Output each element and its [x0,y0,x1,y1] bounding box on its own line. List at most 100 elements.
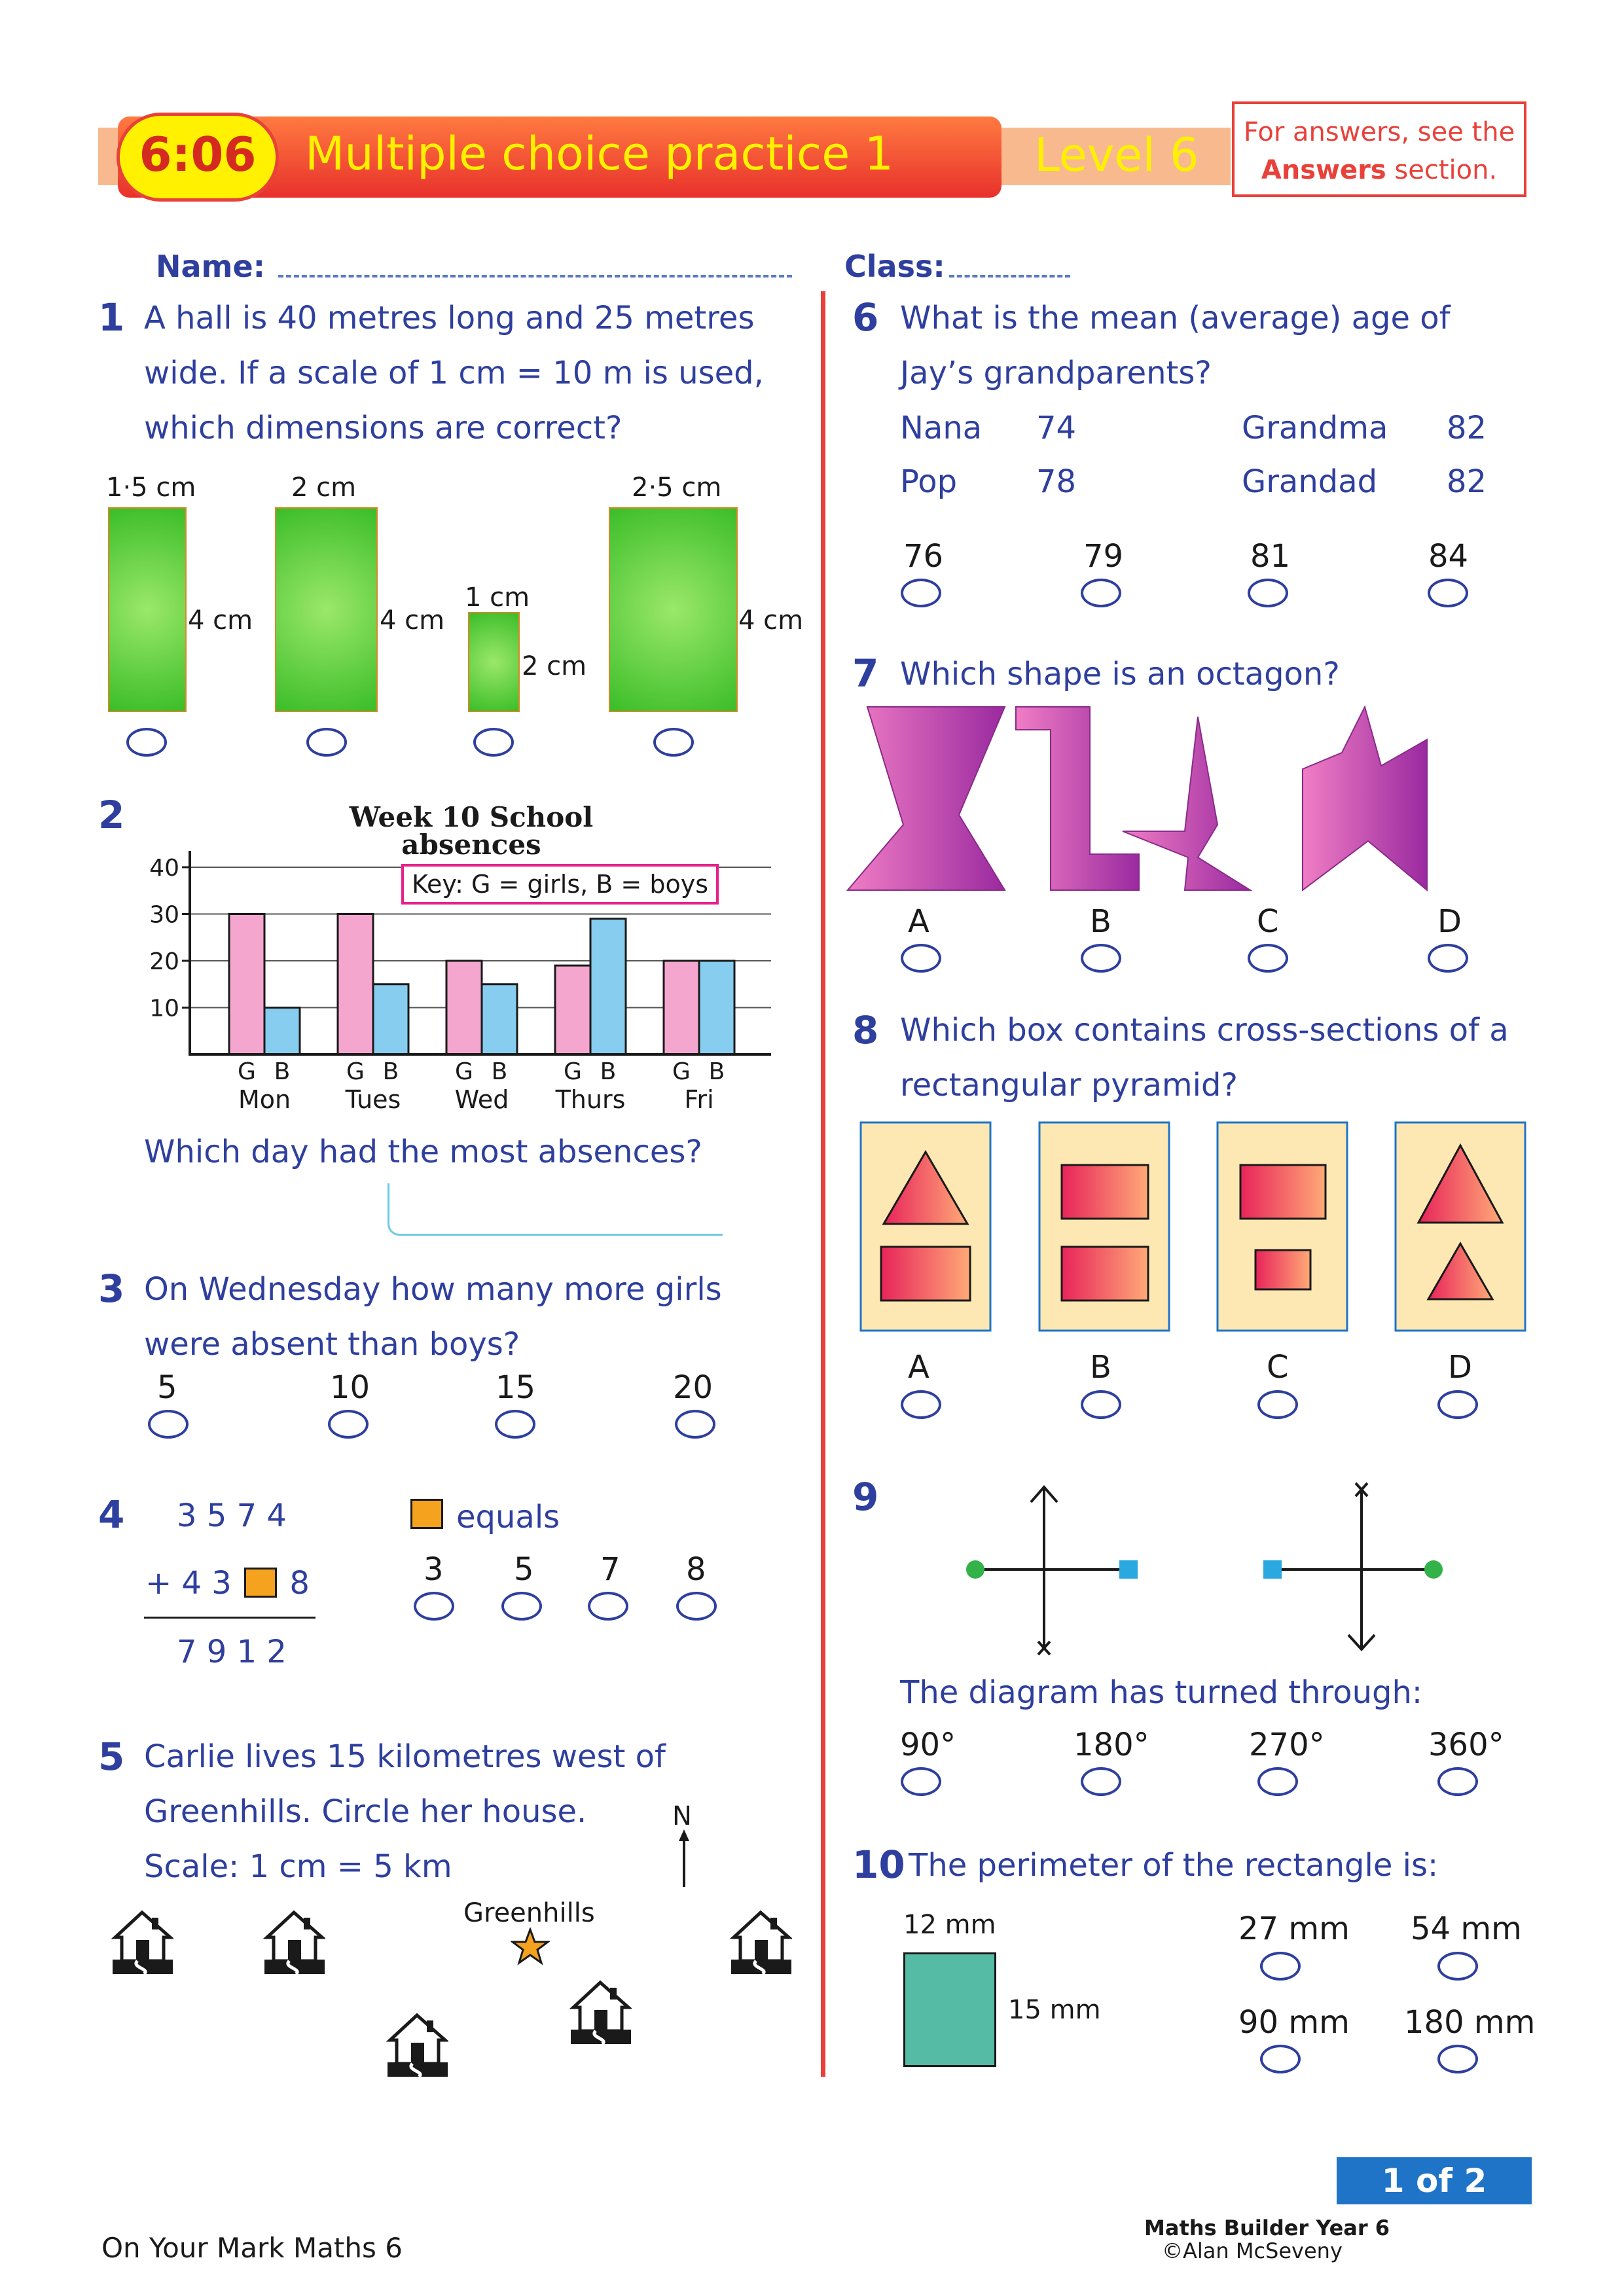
q8-box-c [1216,1121,1348,1332]
class-field[interactable] [949,275,1070,278]
q8-answer-bubble-d[interactable] [1437,1390,1478,1419]
q10-answer-bubble-d[interactable] [1437,2045,1478,2073]
chart-bar-label: B [274,1058,291,1085]
q6-answer-bubble-a[interactable] [901,579,941,607]
q10-option-180: 180 mm [1404,2004,1536,2041]
q8-answer-bubble-a[interactable] [901,1390,941,1419]
q3-option-5: 5 [157,1369,177,1406]
house-icon-4[interactable] [569,1980,632,2045]
q4-number: 4 [98,1492,125,1537]
q2-answer-box[interactable] [388,1183,723,1236]
q4-row2-suffix: 8 [289,1565,310,1602]
q3-answer-bubble-b[interactable] [328,1410,369,1439]
q7-answer-bubble-d[interactable] [1428,944,1468,973]
q10-answer-bubble-c[interactable] [1260,2045,1301,2073]
q9-question: The diagram has turned through: [900,1674,1423,1711]
q7-answer-bubble-c[interactable] [1248,944,1288,973]
house-icon-5[interactable] [386,2013,448,2078]
q9-option-360: 360° [1428,1727,1504,1763]
q7-question: Which shape is an octagon? [900,656,1340,692]
q4-answer-bubble-b[interactable] [501,1592,542,1621]
q6-nana-age: 74 [1036,410,1077,446]
class-label: Class: [844,249,945,284]
house-icon-3[interactable] [730,1910,792,1975]
q2-number: 2 [98,793,125,837]
chart-bar-tues-b [372,983,410,1056]
q10-height-label: 15 mm [1008,1995,1101,2025]
q1-line1: A hall is 40 metres long and 25 metres [144,300,755,336]
q1-answer-bubble-a[interactable] [126,728,167,757]
header-code: 6:06 [139,127,257,182]
q6-answer-bubble-b[interactable] [1081,579,1121,607]
copyright: ©Alan McSeveny [1162,2238,1343,2263]
q6-answer-bubble-c[interactable] [1248,579,1288,607]
house-icon-2[interactable] [263,1910,325,1975]
q1-option-b-rectangle [275,507,378,712]
q10-answer-bubble-b[interactable] [1437,1952,1478,1981]
q8-label-b: B [1090,1349,1111,1386]
q7-shape-a [846,706,1006,891]
q6-option-79: 79 [1083,538,1124,575]
q6-pop-age: 78 [1036,463,1077,500]
q7-answer-bubble-b[interactable] [1081,944,1121,973]
q6-answer-bubble-d[interactable] [1428,579,1468,607]
chart-bar-label: G [238,1058,256,1085]
q1-answer-bubble-b[interactable] [306,728,347,757]
house-icon-1[interactable] [111,1910,173,1975]
q1-number: 1 [98,295,125,340]
answers-note-line1: For answers, see the [1243,117,1515,147]
q6-option-81: 81 [1250,538,1291,575]
q4-sum-line [144,1617,316,1619]
q3-option-15: 15 [496,1369,536,1406]
q9-option-270: 270° [1249,1727,1325,1763]
q4-row3: 7 9 1 2 [177,1634,287,1670]
q4-option-5: 5 [514,1551,534,1588]
q1-option-d-rectangle [609,507,738,712]
q4-row2: + 4 3 8 [145,1568,310,1599]
name-field[interactable] [278,275,792,278]
q8-answer-bubble-b[interactable] [1081,1390,1121,1419]
q7-label-d: D [1437,903,1462,940]
q6-number: 6 [852,295,879,340]
chart-bar-label: B [709,1058,725,1085]
chart-bar-label: G [564,1058,582,1085]
q1-answer-bubble-c[interactable] [473,728,514,757]
chart-bar-label: B [600,1058,617,1085]
q9-answer-bubble-b[interactable] [1081,1767,1121,1796]
q9-answer-bubble-c[interactable] [1257,1767,1298,1796]
q8-label-d: D [1448,1349,1472,1386]
q4-answer-bubble-a[interactable] [414,1592,454,1621]
q4-answer-bubble-c[interactable] [588,1592,628,1621]
q5-line3: Scale: 1 cm = 5 km [144,1848,452,1885]
q10-option-27: 27 mm [1238,1910,1350,1947]
q1-line3: which dimensions are correct? [144,410,623,446]
q4-option-3: 3 [424,1551,444,1588]
q8-boxes [859,1121,1526,1332]
chart-category-label: Mon [238,1085,291,1114]
q3-option-20: 20 [673,1369,713,1406]
q10-answer-bubble-a[interactable] [1260,1952,1301,1981]
q4-row1: 3 5 7 4 [177,1498,287,1534]
q6-pop-name: Pop [900,463,958,500]
north-arrow-icon [679,1829,689,1887]
q8-line2: rectangular pyramid? [900,1067,1238,1103]
q4-option-8: 8 [686,1551,706,1588]
q7-answer-bubble-a[interactable] [901,944,941,973]
page-indicator: 1 of 2 [1337,2157,1532,2204]
q4-answer-bubble-d[interactable] [676,1592,717,1621]
q10-number: 10 [852,1842,905,1887]
q1-answer-bubble-d[interactable] [653,728,694,757]
q3-answer-bubble-a[interactable] [148,1410,189,1439]
q3-answer-bubble-c[interactable] [495,1410,535,1439]
q1-option-c-width: 1 cm [465,583,530,613]
q9-answer-bubble-a[interactable] [901,1767,941,1796]
chart-y-tick-label: 40 [149,855,179,882]
q9-answer-bubble-d[interactable] [1437,1767,1478,1796]
name-label: Name: [156,249,266,284]
q5-line1: Carlie lives 15 kilometres west of [144,1738,666,1775]
column-divider [821,291,825,2077]
q8-answer-bubble-c[interactable] [1257,1390,1298,1419]
q9-option-90: 90° [900,1727,956,1763]
q3-answer-bubble-d[interactable] [675,1410,715,1439]
